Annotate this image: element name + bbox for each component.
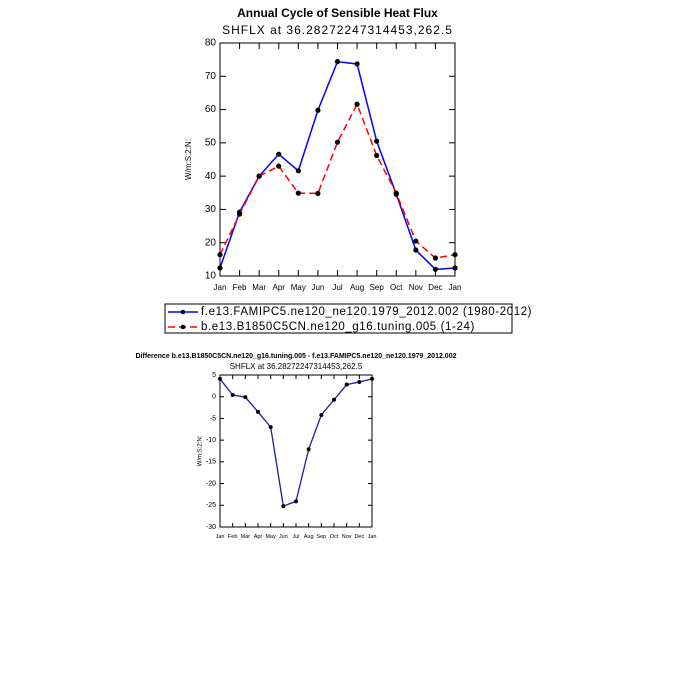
data-point bbox=[218, 376, 222, 381]
x-tick-label: Sep bbox=[316, 534, 326, 540]
y-tick-label: -25 bbox=[206, 502, 216, 509]
x-tick-label: Oct bbox=[390, 283, 403, 292]
y-tick-label: 40 bbox=[205, 171, 217, 182]
data-point bbox=[294, 499, 298, 504]
y-tick-label: 70 bbox=[205, 71, 217, 82]
data-point bbox=[413, 247, 419, 253]
data-point bbox=[217, 252, 223, 258]
y-tick-label: -10 bbox=[206, 437, 216, 444]
x-tick-label: Jun bbox=[311, 283, 324, 292]
x-tick-label: Jul bbox=[292, 534, 299, 540]
legend-marker bbox=[180, 309, 186, 315]
y-tick-label: 80 bbox=[205, 38, 217, 49]
data-point bbox=[268, 425, 273, 430]
y-axis-label: W/m:S:2:N: bbox=[184, 139, 193, 180]
y-tick-label: -30 bbox=[206, 524, 216, 531]
x-tick-label: Apr bbox=[254, 534, 263, 540]
x-tick-label: Dec bbox=[354, 534, 364, 540]
data-point bbox=[354, 101, 360, 107]
chart-title: Annual Cycle of Sensible Heat Flux bbox=[237, 6, 438, 20]
chart-subtitle: SHFLX at 36.28272247314453,262.5 bbox=[230, 362, 363, 371]
data-point bbox=[334, 139, 341, 145]
x-tick-label: Apr bbox=[273, 283, 286, 292]
x-tick-label: Mar bbox=[252, 283, 266, 292]
x-tick-label: Jan bbox=[449, 283, 462, 292]
data-point bbox=[334, 59, 341, 65]
x-tick-label: Feb bbox=[228, 534, 237, 540]
data-point bbox=[374, 152, 380, 159]
series-line bbox=[219, 102, 456, 259]
data-point bbox=[276, 151, 282, 157]
series-line bbox=[219, 60, 456, 271]
data-point bbox=[319, 412, 324, 417]
x-tick-label: Jan bbox=[368, 534, 377, 540]
y-tick-label: 30 bbox=[205, 204, 217, 215]
legend-box bbox=[164, 303, 513, 334]
x-tick-label: Nov bbox=[342, 534, 352, 540]
data-point bbox=[256, 409, 260, 414]
y-tick-label: 60 bbox=[205, 104, 217, 115]
x-tick-label: Jun bbox=[279, 534, 288, 540]
data-point bbox=[306, 447, 311, 452]
y-tick-label: 10 bbox=[205, 271, 217, 282]
data-point bbox=[276, 163, 282, 169]
data-point bbox=[357, 379, 362, 384]
y-tick-label: 5 bbox=[212, 372, 216, 379]
x-tick-label: Aug bbox=[304, 534, 314, 540]
data-point bbox=[315, 190, 321, 197]
x-tick-label: Aug bbox=[350, 283, 364, 292]
y-tick-label: -20 bbox=[206, 480, 216, 487]
data-point bbox=[295, 168, 301, 174]
y-tick-label: -5 bbox=[210, 415, 216, 422]
y-axis-label: W/m:S:2:N: bbox=[198, 435, 204, 466]
data-point bbox=[344, 382, 349, 387]
x-tick-label: Nov bbox=[409, 283, 423, 292]
data-point bbox=[452, 252, 458, 258]
y-tick-label: 50 bbox=[205, 137, 217, 148]
legend-marker bbox=[180, 324, 186, 330]
data-point bbox=[413, 238, 419, 244]
data-point bbox=[432, 266, 439, 272]
y-tick-label: 0 bbox=[212, 394, 216, 401]
data-point bbox=[432, 255, 439, 261]
x-tick-label: Dec bbox=[428, 283, 442, 292]
data-point bbox=[230, 392, 235, 397]
data-point bbox=[295, 190, 301, 196]
data-point bbox=[452, 265, 458, 271]
x-tick-label: Mar bbox=[241, 534, 251, 540]
data-point bbox=[370, 376, 374, 381]
y-tick-label: 20 bbox=[205, 237, 217, 248]
x-tick-label: Jan bbox=[216, 534, 225, 540]
data-point bbox=[281, 504, 286, 509]
data-point bbox=[374, 138, 380, 144]
x-tick-label: Sep bbox=[370, 283, 385, 292]
series-line bbox=[219, 378, 373, 508]
y-tick-label: -15 bbox=[206, 459, 216, 466]
x-tick-label: Oct bbox=[330, 534, 339, 540]
data-point bbox=[354, 61, 360, 67]
chart-subtitle: SHFLX at 36.28272247314453,262.5 bbox=[222, 23, 453, 37]
plot-frame bbox=[219, 42, 456, 277]
data-point bbox=[393, 190, 399, 196]
data-point bbox=[256, 173, 262, 179]
x-tick-label: Feb bbox=[233, 283, 247, 292]
plot-frame bbox=[219, 374, 373, 528]
legend-label: b.e13.B1850C5CN.ne120_g16.tuning.005 (1-… bbox=[201, 321, 475, 333]
chart-title: Difference b.e13.B1850C5CN.ne120_g16.tun… bbox=[135, 353, 456, 360]
x-tick-label: May bbox=[265, 534, 276, 540]
x-tick-label: Jan bbox=[214, 283, 227, 292]
data-point bbox=[217, 265, 223, 271]
data-point bbox=[236, 211, 243, 217]
data-point bbox=[243, 395, 248, 400]
x-tick-label: Jul bbox=[332, 283, 342, 292]
legend-label: f.e13.FAMIPC5.ne120_ne120.1979_2012.002 … bbox=[201, 306, 532, 318]
data-point bbox=[315, 107, 321, 113]
x-tick-label: May bbox=[291, 283, 306, 292]
data-point bbox=[332, 397, 336, 402]
